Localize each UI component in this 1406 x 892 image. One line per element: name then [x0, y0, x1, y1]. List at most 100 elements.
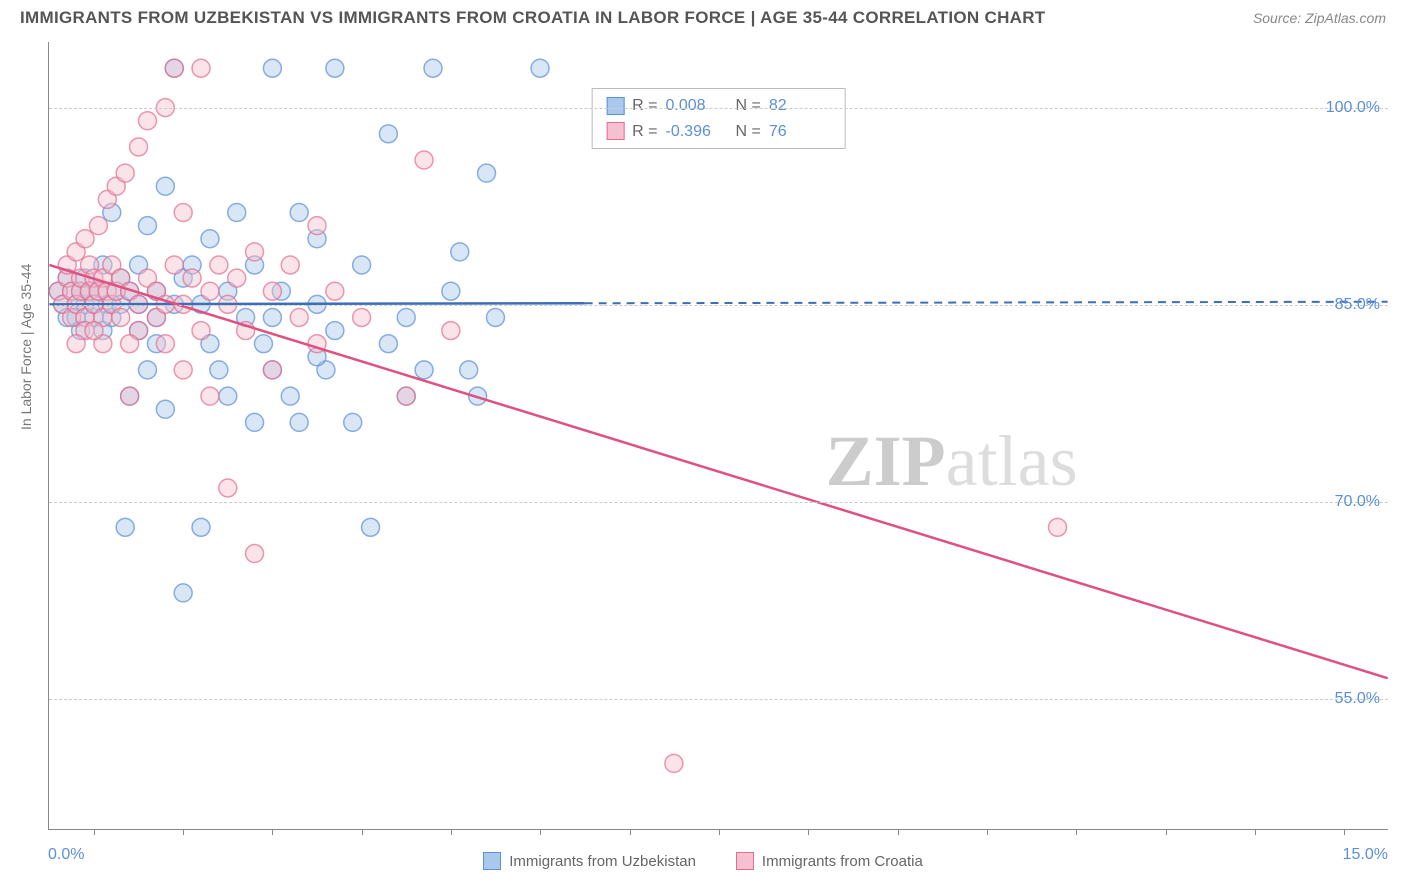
- data-point: [290, 413, 308, 431]
- data-point: [183, 269, 201, 287]
- data-point: [165, 59, 183, 77]
- n-label-1: N =: [736, 93, 761, 119]
- x-tick-mark: [987, 829, 988, 835]
- data-point: [228, 204, 246, 222]
- data-point: [415, 151, 433, 169]
- data-point: [121, 335, 139, 353]
- data-point: [415, 361, 433, 379]
- data-point: [192, 322, 210, 340]
- data-point: [139, 361, 157, 379]
- data-point: [219, 479, 237, 497]
- data-point: [344, 413, 362, 431]
- legend-item-1: Immigrants from Uzbekistan: [483, 852, 696, 870]
- gridline: [49, 108, 1388, 109]
- x-tick-mark: [1076, 829, 1077, 835]
- data-point: [201, 282, 219, 300]
- data-point: [442, 322, 460, 340]
- data-point: [174, 361, 192, 379]
- x-tick-mark: [272, 829, 273, 835]
- n-value-2: 76: [769, 119, 831, 145]
- x-tick-mark: [362, 829, 363, 835]
- y-tick-label: 100.0%: [1326, 99, 1380, 117]
- x-tick-mark: [183, 829, 184, 835]
- data-point: [201, 230, 219, 248]
- data-point: [308, 217, 326, 235]
- r-label-1: R =: [632, 93, 657, 119]
- y-axis-label: In Labor Force | Age 35-44: [18, 264, 34, 430]
- x-tick-mark: [540, 829, 541, 835]
- x-tick-mark: [451, 829, 452, 835]
- bottom-legend: Immigrants from Uzbekistan Immigrants fr…: [0, 852, 1406, 870]
- data-point: [246, 243, 264, 261]
- data-point: [1049, 518, 1067, 536]
- r-value-2: -0.396: [666, 119, 728, 145]
- data-point: [665, 754, 683, 772]
- x-tick-mark: [630, 829, 631, 835]
- data-point: [379, 335, 397, 353]
- data-point: [397, 387, 415, 405]
- stats-row-2: R = -0.396 N = 76: [606, 119, 831, 145]
- stats-legend: R = 0.008 N = 82 R = -0.396 N = 76: [591, 88, 846, 149]
- chart-header: IMMIGRANTS FROM UZBEKISTAN VS IMMIGRANTS…: [0, 0, 1406, 32]
- data-point: [156, 335, 174, 353]
- x-tick-mark: [898, 829, 899, 835]
- data-point: [263, 282, 281, 300]
- data-point: [397, 308, 415, 326]
- data-point: [362, 518, 380, 536]
- data-point: [263, 361, 281, 379]
- x-tick-mark: [719, 829, 720, 835]
- r-label-2: R =: [632, 119, 657, 145]
- data-point: [192, 518, 210, 536]
- data-point: [451, 243, 469, 261]
- data-point: [460, 361, 478, 379]
- scatter-svg: [49, 42, 1388, 829]
- legend-swatch-1: [483, 852, 501, 870]
- x-tick-mark: [94, 829, 95, 835]
- chart-title: IMMIGRANTS FROM UZBEKISTAN VS IMMIGRANTS…: [20, 8, 1046, 28]
- legend-label-2: Immigrants from Croatia: [762, 853, 923, 870]
- data-point: [85, 322, 103, 340]
- data-point: [156, 400, 174, 418]
- data-point: [246, 413, 264, 431]
- n-value-1: 82: [769, 93, 831, 119]
- trend-line-solid: [49, 265, 1387, 678]
- data-point: [121, 387, 139, 405]
- data-point: [116, 164, 134, 182]
- x-tick-mark: [1166, 829, 1167, 835]
- gridline: [49, 699, 1388, 700]
- data-point: [478, 164, 496, 182]
- data-point: [379, 125, 397, 143]
- data-point: [326, 282, 344, 300]
- data-point: [76, 230, 94, 248]
- r-value-1: 0.008: [666, 93, 728, 119]
- data-point: [112, 308, 130, 326]
- data-point: [254, 335, 272, 353]
- data-point: [219, 387, 237, 405]
- y-tick-label: 85.0%: [1335, 296, 1380, 314]
- y-tick-label: 55.0%: [1335, 690, 1380, 708]
- swatch-series-2: [606, 122, 624, 140]
- stats-row-1: R = 0.008 N = 82: [606, 93, 831, 119]
- data-point: [263, 59, 281, 77]
- data-point: [531, 59, 549, 77]
- plot-area: ZIPatlas R = 0.008 N = 82 R = -0.396 N =…: [48, 42, 1388, 830]
- x-tick-mark: [1255, 829, 1256, 835]
- data-point: [210, 256, 228, 274]
- data-point: [353, 308, 371, 326]
- data-point: [228, 269, 246, 287]
- data-point: [67, 335, 85, 353]
- data-point: [156, 177, 174, 195]
- data-point: [174, 584, 192, 602]
- n-label-2: N =: [736, 119, 761, 145]
- trend-line-dashed: [585, 302, 1388, 304]
- data-point: [139, 112, 157, 130]
- swatch-series-1: [606, 97, 624, 115]
- legend-label-1: Immigrants from Uzbekistan: [509, 853, 696, 870]
- data-point: [89, 217, 107, 235]
- data-point: [201, 387, 219, 405]
- data-point: [424, 59, 442, 77]
- data-point: [290, 308, 308, 326]
- gridline: [49, 305, 1388, 306]
- data-point: [353, 256, 371, 274]
- legend-item-2: Immigrants from Croatia: [736, 852, 923, 870]
